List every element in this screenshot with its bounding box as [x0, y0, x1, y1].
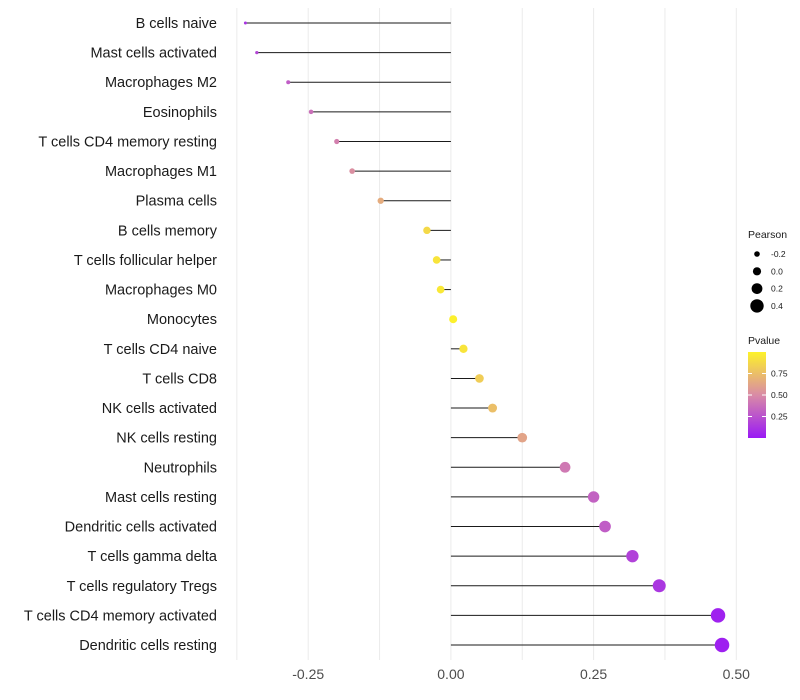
legend-color-label: 0.75 [771, 369, 788, 379]
lollipop-point [475, 374, 484, 383]
lollipop-point [599, 520, 611, 533]
lollipop-point [286, 80, 291, 85]
lollipop-point [432, 256, 441, 264]
gridlines [236, 8, 737, 660]
category-label: Eosinophils [143, 105, 217, 121]
lollipop-point [559, 461, 571, 473]
lollipop-point [449, 315, 458, 324]
category-labels: B cells naive Mast cells activated Macroph… [24, 16, 218, 654]
x-axis-ticks: -0.25 0.00 0.25 0.50 [292, 666, 750, 682]
legend-size-key [754, 251, 760, 257]
legend-size-title: Pearson [748, 229, 787, 241]
legend-colorbar [748, 352, 766, 438]
category-label: T cells CD8 [142, 371, 217, 387]
lollipop-point [423, 226, 431, 235]
category-label: T cells regulatory Tregs [67, 579, 217, 595]
category-label: Neutrophils [144, 460, 217, 476]
x-tick-label: -0.25 [292, 666, 324, 682]
category-label: Dendritic cells resting [79, 638, 217, 654]
lollipop-point [243, 21, 247, 25]
lollipop-point [517, 432, 528, 443]
category-label: Macrophages M0 [105, 283, 217, 299]
category-label: Mast cells resting [105, 490, 217, 506]
legend-color-label: 0.25 [771, 412, 788, 422]
legend-size-label: -0.2 [771, 249, 786, 259]
category-label: T cells CD4 memory resting [38, 134, 217, 150]
x-tick-label: 0.25 [580, 666, 607, 682]
legend-size-label: 0.4 [771, 301, 783, 311]
category-label: Plasma cells [136, 194, 217, 210]
category-label: Monocytes [147, 312, 217, 328]
legend-size-key [751, 283, 763, 294]
category-label: NK cells resting [116, 431, 217, 447]
category-label: Macrophages M2 [105, 75, 217, 91]
x-tick-label: 0.50 [723, 666, 750, 682]
legend-color-label: 0.50 [771, 390, 788, 400]
x-tick-label: 0.00 [437, 666, 464, 682]
lollipop-point [349, 168, 355, 174]
lollipop-points [243, 21, 730, 653]
lollipop-point [459, 344, 468, 353]
legend-size-label: 0.2 [771, 284, 783, 294]
lollipop-point [587, 491, 600, 503]
legend: Pearson -0.2 0.0 0.2 0.4 Pvalue 0.75 0.50 0.25 [748, 229, 788, 438]
lollipop-point [436, 285, 445, 294]
category-label: T cells follicular helper [74, 253, 217, 269]
legend-size-label: 0.0 [771, 266, 783, 276]
lollipop-point [334, 138, 340, 145]
lollipop-stems [245, 22, 723, 646]
lollipop-point [714, 637, 730, 653]
category-label: T cells CD4 memory activated [24, 608, 217, 624]
category-label: T cells CD4 naive [104, 342, 217, 358]
category-label: Macrophages M1 [105, 164, 217, 180]
legend-size-key [752, 267, 762, 276]
lollipop-point [652, 579, 666, 593]
lollipop-point [308, 109, 314, 115]
category-label: B cells memory [118, 223, 218, 239]
legend-size-key [750, 299, 764, 313]
category-label: Dendritic cells activated [65, 520, 217, 536]
lollipop-point [255, 50, 259, 55]
category-label: NK cells activated [102, 401, 217, 417]
category-label: B cells naive [136, 16, 217, 32]
lollipop-point [488, 403, 498, 413]
lollipop-point [710, 608, 726, 623]
category-label: Mast cells activated [90, 46, 217, 62]
category-label: T cells gamma delta [88, 549, 218, 565]
lollipop-point [626, 549, 639, 563]
legend-color-title: Pvalue [748, 335, 780, 347]
lollipop-point [377, 197, 384, 204]
